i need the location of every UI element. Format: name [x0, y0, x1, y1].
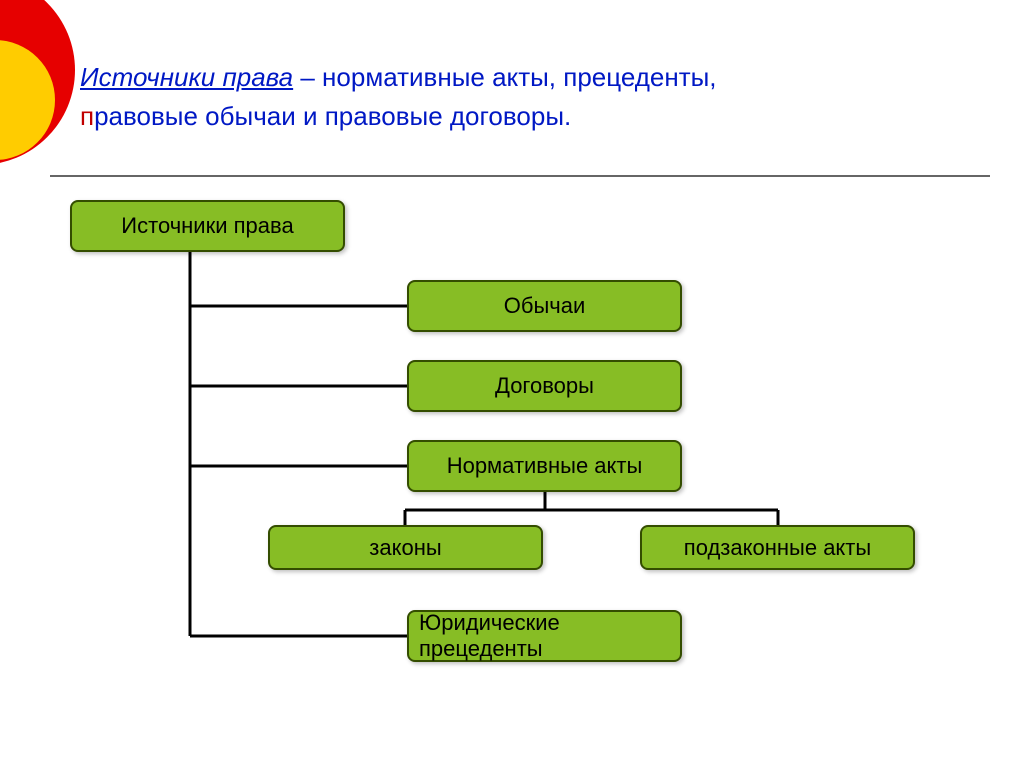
node-gchild1-label: законы [369, 535, 441, 561]
node-child3-label: Нормативные акты [447, 453, 643, 479]
node-gchild2-label: подзаконные акты [684, 535, 871, 561]
node-grandchild-podzakonnye: подзаконные акты [640, 525, 915, 570]
node-child1-label: Обычаи [504, 293, 586, 319]
page-title: Источники права – нормативные акты, прец… [80, 58, 960, 136]
node-root: Источники права [70, 200, 345, 252]
node-child-dogovory: Договоры [407, 360, 682, 412]
divider [50, 175, 990, 177]
node-child2-label: Договоры [495, 373, 594, 399]
node-grandchild-zakony: законы [268, 525, 543, 570]
heading-line2-first: п [80, 101, 94, 131]
heading-rest1: – нормативные акты, прецеденты, [293, 62, 716, 92]
heading-term: Источники права [80, 62, 293, 92]
node-child-normativnye: Нормативные акты [407, 440, 682, 492]
node-child-obychai: Обычаи [407, 280, 682, 332]
node-root-label: Источники права [121, 213, 293, 239]
heading-line2-rest: равовые обычаи и правовые договоры. [94, 101, 571, 131]
node-child-precedenty: Юридические прецеденты [407, 610, 682, 662]
node-child4-label: Юридические прецеденты [419, 610, 670, 662]
